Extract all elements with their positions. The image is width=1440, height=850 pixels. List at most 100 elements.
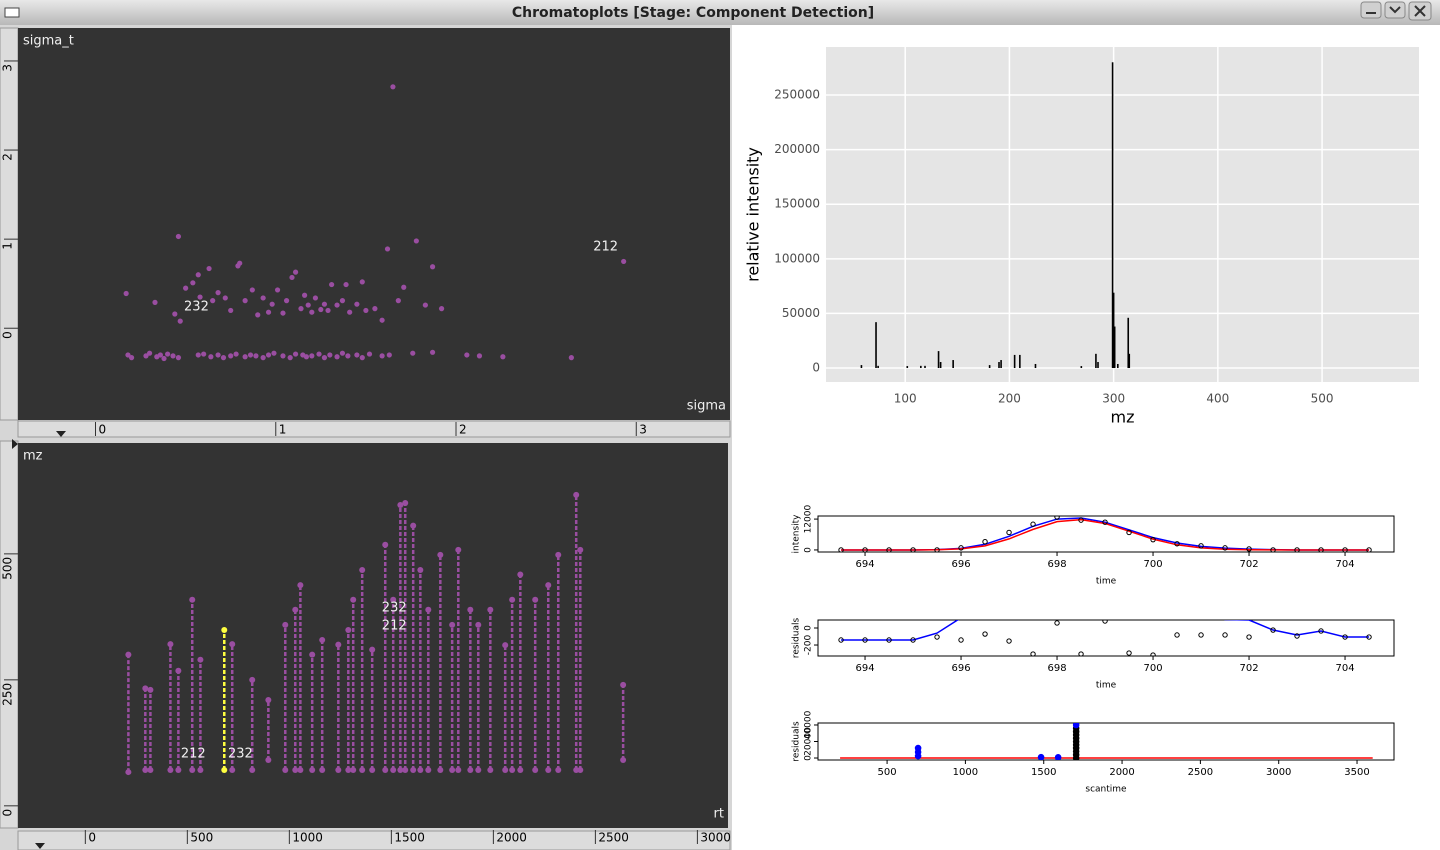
point — [175, 355, 182, 361]
x-tick-label: 3000 — [1266, 767, 1291, 778]
point — [958, 545, 964, 551]
bar — [1097, 362, 1099, 369]
point — [316, 351, 322, 357]
ruler-marker[interactable] — [12, 439, 18, 449]
range-high — [449, 621, 456, 628]
point — [1150, 652, 1156, 656]
point — [1054, 516, 1060, 520]
x-axis-label: time — [1096, 577, 1117, 587]
point — [1270, 547, 1276, 552]
range-low — [397, 767, 404, 774]
window-menu-button[interactable] — [4, 7, 20, 18]
point — [958, 637, 964, 643]
point — [228, 353, 234, 359]
range-high — [297, 582, 304, 589]
range-high — [359, 566, 366, 573]
x-tick-label: 3000 — [700, 831, 731, 845]
bar — [988, 365, 991, 369]
bar — [1111, 62, 1114, 369]
bar — [920, 365, 922, 369]
point — [476, 353, 483, 359]
minimize-button[interactable] — [1360, 1, 1382, 19]
y-axis-label: residuals — [792, 721, 802, 762]
point — [438, 306, 445, 312]
range-low — [437, 767, 444, 774]
x-axis-label: sigma — [687, 399, 726, 414]
point — [372, 306, 378, 312]
point — [201, 351, 207, 357]
x-tick-label: 3500 — [1344, 767, 1369, 778]
x-tick-label: 1000 — [953, 767, 978, 778]
x-tick-label: 2 — [459, 423, 467, 437]
plot-panel — [817, 619, 1395, 657]
x-tick-label: 696 — [951, 663, 970, 674]
x-tick-label: 704 — [1335, 559, 1354, 570]
bar — [1095, 353, 1097, 369]
point — [422, 302, 428, 308]
range-high — [467, 606, 474, 613]
x-tick-label: 3 — [639, 423, 647, 437]
point — [255, 312, 261, 318]
range-high — [410, 522, 417, 529]
annotation: 212 — [593, 240, 618, 255]
point — [1102, 519, 1108, 525]
y-tick-label: 500 — [1, 557, 15, 580]
point — [1030, 521, 1036, 527]
point — [1054, 754, 1062, 760]
point — [339, 298, 346, 304]
point — [334, 302, 340, 308]
range-low — [467, 767, 474, 774]
plot-marks — [125, 491, 627, 776]
ruler — [0, 27, 19, 421]
x-tick-label: 696 — [951, 559, 970, 570]
fit-line — [841, 518, 1370, 551]
point — [366, 351, 373, 357]
range-low — [350, 767, 357, 774]
point — [339, 350, 346, 356]
y-tick-label: -200 — [804, 635, 814, 656]
range-high — [197, 656, 204, 663]
point — [325, 307, 331, 314]
point — [125, 352, 131, 358]
bar — [1019, 354, 1021, 369]
range-high — [147, 686, 154, 693]
y-tick-label: 200000 — [774, 142, 820, 156]
point — [934, 634, 940, 640]
bar — [1013, 354, 1016, 369]
point — [354, 301, 360, 307]
point — [1222, 632, 1228, 638]
point — [1342, 634, 1348, 640]
range-high — [425, 606, 432, 613]
annotation: 232 — [228, 746, 253, 761]
point — [233, 351, 239, 357]
point — [1174, 541, 1180, 547]
x-tick-label: 0 — [99, 423, 107, 437]
range-low — [620, 756, 627, 763]
x-tick-label: 400 — [1206, 392, 1229, 406]
range-low — [475, 767, 482, 774]
annotation: 212 — [181, 746, 206, 761]
ruler-marker[interactable] — [35, 843, 45, 849]
point — [395, 298, 401, 304]
maximize-button[interactable] — [1384, 1, 1406, 19]
point — [359, 279, 365, 285]
bar — [1127, 317, 1130, 369]
point — [305, 302, 311, 308]
ruler — [17, 830, 731, 850]
point — [429, 264, 436, 270]
point — [862, 547, 868, 552]
range-low — [142, 767, 149, 774]
range-high — [189, 596, 196, 603]
y-axis-label: mz — [23, 449, 43, 464]
point — [1246, 546, 1252, 552]
point — [289, 274, 295, 281]
range-high — [309, 651, 316, 658]
ruler-marker[interactable] — [56, 431, 66, 437]
point — [354, 352, 360, 358]
range-high — [390, 596, 397, 603]
point — [247, 352, 254, 358]
point — [910, 637, 916, 643]
plot-marks — [838, 516, 1372, 552]
point — [1006, 529, 1012, 536]
